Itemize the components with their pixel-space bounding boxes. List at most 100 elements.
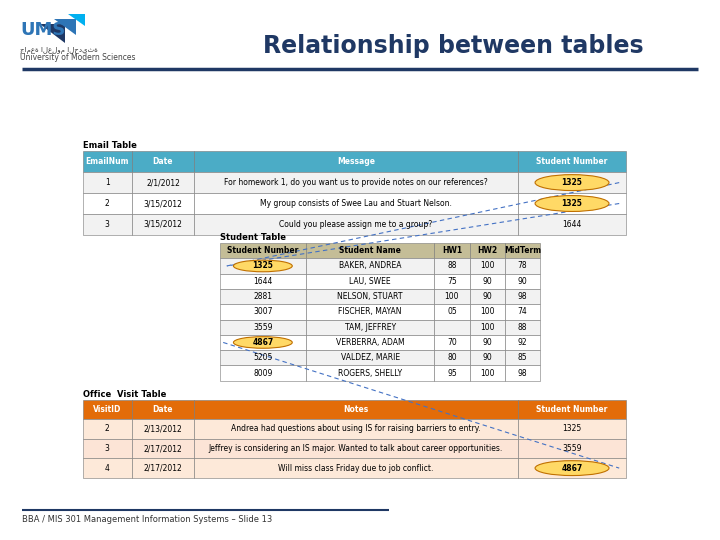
FancyBboxPatch shape	[518, 419, 626, 438]
FancyBboxPatch shape	[505, 304, 540, 320]
Ellipse shape	[535, 174, 609, 191]
FancyBboxPatch shape	[505, 366, 540, 381]
Text: TAM, JEFFREY: TAM, JEFFREY	[345, 322, 396, 332]
FancyBboxPatch shape	[194, 458, 518, 478]
Text: 100: 100	[480, 322, 495, 332]
FancyBboxPatch shape	[132, 458, 194, 478]
Text: 88: 88	[518, 322, 527, 332]
Text: 3559: 3559	[253, 322, 273, 332]
Text: 5205: 5205	[253, 353, 273, 362]
Text: 05: 05	[447, 307, 456, 316]
FancyBboxPatch shape	[306, 320, 434, 335]
FancyBboxPatch shape	[434, 289, 469, 304]
Text: 2/17/2012: 2/17/2012	[143, 464, 182, 472]
Text: 3/15/2012: 3/15/2012	[143, 199, 182, 208]
Text: 1: 1	[105, 178, 109, 187]
Text: HW1: HW1	[442, 246, 462, 255]
FancyBboxPatch shape	[132, 438, 194, 458]
Text: 1325: 1325	[562, 424, 582, 434]
Text: BBA / MIS 301 Management Information Systems – Slide 13: BBA / MIS 301 Management Information Sys…	[22, 515, 272, 524]
Text: For homework 1, do you want us to provide notes on our references?: For homework 1, do you want us to provid…	[224, 178, 488, 187]
Text: 92: 92	[518, 338, 527, 347]
FancyBboxPatch shape	[518, 172, 626, 193]
FancyBboxPatch shape	[505, 289, 540, 304]
Text: 4867: 4867	[562, 464, 582, 472]
FancyBboxPatch shape	[505, 258, 540, 274]
FancyBboxPatch shape	[83, 419, 132, 438]
FancyBboxPatch shape	[434, 335, 469, 350]
Text: 90: 90	[482, 338, 492, 347]
FancyBboxPatch shape	[220, 335, 306, 350]
FancyBboxPatch shape	[83, 193, 132, 214]
FancyBboxPatch shape	[132, 151, 194, 172]
Text: Student Name: Student Name	[339, 246, 401, 255]
Text: VisitID: VisitID	[93, 405, 122, 414]
FancyBboxPatch shape	[220, 243, 306, 258]
Text: جامعة العلوم الحديثة: جامعة العلوم الحديثة	[20, 47, 98, 53]
FancyBboxPatch shape	[132, 172, 194, 193]
Text: 2/17/2012: 2/17/2012	[143, 444, 182, 453]
Text: 85: 85	[518, 353, 527, 362]
FancyBboxPatch shape	[220, 320, 306, 335]
FancyBboxPatch shape	[518, 193, 626, 214]
FancyBboxPatch shape	[505, 350, 540, 366]
Text: HW2: HW2	[477, 246, 498, 255]
Text: Date: Date	[153, 157, 174, 166]
FancyBboxPatch shape	[220, 274, 306, 289]
Text: Relationship between tables: Relationship between tables	[264, 34, 644, 58]
Text: 90: 90	[482, 276, 492, 286]
FancyBboxPatch shape	[434, 366, 469, 381]
FancyBboxPatch shape	[306, 289, 434, 304]
FancyBboxPatch shape	[83, 438, 132, 458]
Text: 4: 4	[105, 464, 109, 472]
Text: Student Number: Student Number	[228, 246, 299, 255]
Text: LAU, SWEE: LAU, SWEE	[349, 276, 391, 286]
FancyBboxPatch shape	[83, 458, 132, 478]
FancyBboxPatch shape	[194, 172, 518, 193]
Text: Student Number: Student Number	[536, 405, 608, 414]
Text: 90: 90	[482, 353, 492, 362]
Text: Jeffrey is considering an IS major. Wanted to talk about career opportunities.: Jeffrey is considering an IS major. Want…	[209, 444, 503, 453]
FancyBboxPatch shape	[83, 214, 132, 235]
Text: 2/13/2012: 2/13/2012	[143, 424, 182, 434]
FancyBboxPatch shape	[434, 350, 469, 366]
FancyBboxPatch shape	[469, 335, 505, 350]
Text: 95: 95	[447, 368, 456, 377]
Text: EmailNum: EmailNum	[86, 157, 129, 166]
FancyBboxPatch shape	[306, 274, 434, 289]
FancyBboxPatch shape	[132, 193, 194, 214]
Text: 3: 3	[105, 444, 109, 453]
Text: 100: 100	[480, 261, 495, 271]
Ellipse shape	[535, 461, 609, 476]
Text: My group consists of Swee Lau and Stuart Nelson.: My group consists of Swee Lau and Stuart…	[260, 199, 452, 208]
FancyBboxPatch shape	[469, 304, 505, 320]
Polygon shape	[68, 14, 85, 26]
Ellipse shape	[233, 260, 292, 272]
Text: Student Table: Student Table	[220, 233, 286, 242]
Polygon shape	[40, 24, 65, 43]
FancyBboxPatch shape	[518, 458, 626, 478]
FancyBboxPatch shape	[518, 151, 626, 172]
FancyBboxPatch shape	[220, 304, 306, 320]
Text: BAKER, ANDREA: BAKER, ANDREA	[339, 261, 402, 271]
Text: 100: 100	[480, 307, 495, 316]
Text: 1325: 1325	[562, 178, 582, 187]
FancyBboxPatch shape	[194, 193, 518, 214]
FancyBboxPatch shape	[220, 258, 306, 274]
Text: ROGERS, SHELLY: ROGERS, SHELLY	[338, 368, 402, 377]
FancyBboxPatch shape	[505, 335, 540, 350]
Text: 98: 98	[518, 368, 527, 377]
FancyBboxPatch shape	[469, 366, 505, 381]
FancyBboxPatch shape	[469, 320, 505, 335]
Text: NELSON, STUART: NELSON, STUART	[338, 292, 403, 301]
Text: 78: 78	[518, 261, 527, 271]
Text: FISCHER, MAYAN: FISCHER, MAYAN	[338, 307, 402, 316]
Text: 80: 80	[447, 353, 456, 362]
Text: 98: 98	[518, 292, 527, 301]
FancyBboxPatch shape	[505, 274, 540, 289]
FancyBboxPatch shape	[220, 366, 306, 381]
FancyBboxPatch shape	[469, 243, 505, 258]
Text: MidTerm: MidTerm	[504, 246, 541, 255]
Text: 3/15/2012: 3/15/2012	[143, 220, 182, 229]
FancyBboxPatch shape	[469, 258, 505, 274]
